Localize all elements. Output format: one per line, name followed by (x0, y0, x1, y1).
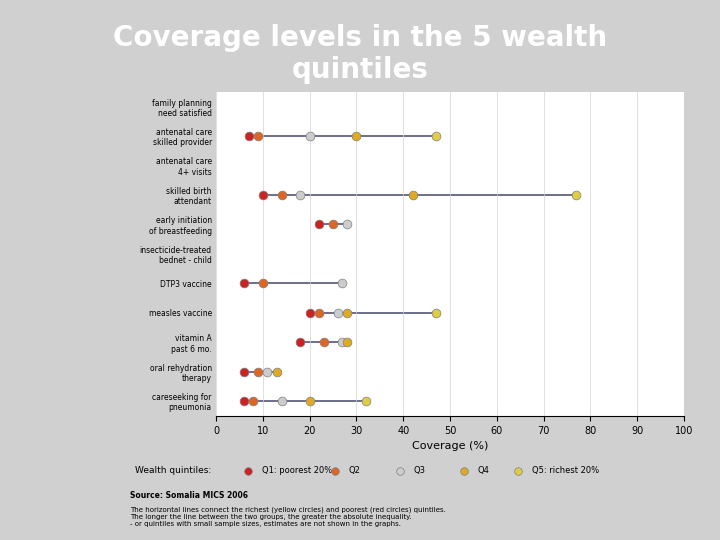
Point (329, 467, 341, 475)
Point (513, 467, 524, 475)
Point (248, 397, 259, 406)
Point (318, 338, 330, 347)
Point (294, 338, 306, 347)
Point (407, 191, 418, 199)
Point (238, 279, 250, 288)
Text: Q3: Q3 (413, 467, 425, 475)
Point (360, 397, 372, 406)
Point (313, 220, 325, 228)
Text: Q1: poorest 20%: Q1: poorest 20% (262, 467, 332, 475)
Point (304, 397, 315, 406)
Point (337, 338, 348, 347)
Point (276, 191, 287, 199)
Point (459, 467, 470, 475)
Text: The horizontal lines connect the richest (yellow circles) and poorest (red circl: The horizontal lines connect the richest… (130, 507, 446, 527)
Point (243, 132, 255, 140)
Point (276, 397, 287, 406)
Point (332, 308, 343, 317)
X-axis label: Coverage (%): Coverage (%) (412, 441, 488, 451)
Text: Coverage levels in the 5 wealth
quintiles: Coverage levels in the 5 wealth quintile… (113, 24, 607, 84)
Point (243, 467, 254, 475)
Point (253, 367, 264, 376)
Point (431, 132, 442, 140)
Point (313, 308, 325, 317)
Text: Q4: Q4 (478, 467, 490, 475)
Point (294, 191, 306, 199)
Point (394, 467, 405, 475)
Point (351, 132, 362, 140)
Point (337, 279, 348, 288)
Point (341, 308, 353, 317)
Text: Wealth quintiles:: Wealth quintiles: (135, 467, 211, 475)
Point (262, 367, 274, 376)
Point (327, 220, 339, 228)
Point (304, 132, 315, 140)
Point (238, 397, 250, 406)
Text: Q5: richest 20%: Q5: richest 20% (532, 467, 599, 475)
Point (341, 220, 353, 228)
Point (257, 191, 269, 199)
Text: Q2: Q2 (348, 467, 360, 475)
Point (271, 367, 282, 376)
Point (431, 308, 442, 317)
Point (253, 132, 264, 140)
Point (570, 191, 582, 199)
Point (257, 279, 269, 288)
Point (341, 338, 353, 347)
Text: Source: Somalia MICS 2006: Source: Somalia MICS 2006 (130, 491, 248, 500)
Point (304, 308, 315, 317)
Point (238, 367, 250, 376)
